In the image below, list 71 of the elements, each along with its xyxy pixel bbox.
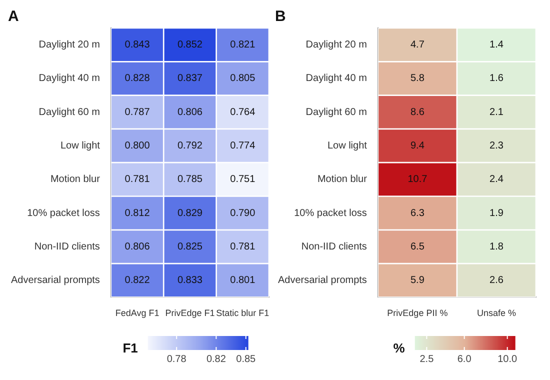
- y-tick-label: Non-IID clients: [301, 241, 367, 252]
- data-label: 0.774: [230, 140, 256, 152]
- y-tick-label: Adversarial prompts: [11, 275, 100, 286]
- data-label: 2.6: [490, 275, 504, 286]
- data-label: 0.829: [177, 208, 203, 219]
- color-bar-label: 6.0: [457, 354, 472, 365]
- data-label: 0.837: [177, 73, 203, 84]
- data-label: 0.843: [124, 40, 150, 51]
- data-label: 0.828: [124, 73, 150, 84]
- data-label: 0.825: [177, 241, 203, 252]
- y-tick-label: Daylight 60 m: [306, 106, 367, 118]
- color-bar-title: %: [393, 340, 406, 356]
- x-tick-label: Static blur F1: [216, 308, 270, 318]
- data-label: 9.4: [410, 140, 425, 152]
- data-label: 0.806: [124, 241, 150, 252]
- data-label: 5.8: [410, 73, 425, 84]
- data-label: 0.822: [124, 275, 150, 286]
- data-label: 0.790: [230, 208, 256, 219]
- y-tick-label: Low light: [327, 140, 368, 152]
- data-label: 0.792: [177, 140, 203, 152]
- data-label: 0.764: [230, 106, 256, 118]
- x-tick-label: Unsafe %: [476, 308, 516, 318]
- data-label: 1.6: [490, 73, 504, 84]
- data-label: 1.4: [490, 40, 504, 51]
- color-bar-label: 0.82: [206, 354, 226, 365]
- data-label: 0.806: [177, 106, 203, 118]
- x-tick-label: FedAvg F1: [115, 308, 160, 318]
- data-label: 2.3: [490, 140, 504, 152]
- y-tick-label: Daylight 20 m: [38, 40, 100, 51]
- color-bar-title: F1: [122, 340, 138, 356]
- y-tick-label: 10% packet loss: [294, 208, 367, 219]
- data-label: 0.800: [124, 140, 150, 152]
- data-label: 0.785: [177, 174, 203, 186]
- y-tick-label: Motion blur: [317, 174, 368, 186]
- y-tick-label: Low light: [60, 140, 100, 152]
- y-tick-label: Daylight 60 m: [38, 106, 100, 118]
- data-label: 0.751: [230, 174, 256, 186]
- data-label: 1.9: [490, 208, 504, 219]
- color-bar-label: 0.78: [166, 354, 187, 365]
- data-label: 0.781: [230, 241, 256, 252]
- data-label: 0.781: [124, 174, 150, 186]
- y-tick-label: Non-IID clients: [34, 241, 100, 252]
- data-label: 8.6: [410, 106, 425, 118]
- y-tick-label: Daylight 40 m: [38, 73, 100, 84]
- data-label: 6.3: [410, 208, 425, 219]
- y-tick-label: Daylight 40 m: [306, 73, 367, 84]
- data-label: 0.833: [177, 275, 203, 286]
- data-label: 0.852: [177, 40, 203, 51]
- data-label: 0.787: [124, 106, 150, 118]
- data-label: 2.1: [490, 106, 504, 118]
- data-label: 0.805: [230, 73, 256, 84]
- data-label: 0.801: [230, 275, 256, 286]
- data-label: 0.821: [230, 40, 256, 51]
- data-label: 6.5: [410, 241, 425, 252]
- y-tick-label: Adversarial prompts: [278, 275, 367, 286]
- chart-title: A: [8, 8, 19, 26]
- y-tick-label: Daylight 20 m: [306, 40, 367, 51]
- data-label: 5.9: [410, 275, 425, 286]
- data-label: 10.7: [408, 174, 428, 186]
- data-label: 4.7: [410, 40, 425, 51]
- y-tick-label: 10% packet loss: [27, 208, 100, 219]
- x-tick-label: PrivEdge PII %: [387, 308, 448, 318]
- color-bar-label: 10.0: [498, 354, 518, 365]
- color-bar-label: 0.85: [236, 354, 256, 365]
- data-label: 0.812: [124, 208, 150, 219]
- chart-title: B: [275, 8, 286, 26]
- color-bar-label: 2.5: [420, 354, 434, 365]
- data-label: 2.4: [490, 174, 504, 186]
- x-tick-label: PrivEdge F1: [165, 308, 215, 318]
- y-tick-label: Motion blur: [50, 174, 101, 186]
- data-label: 1.8: [490, 241, 504, 252]
